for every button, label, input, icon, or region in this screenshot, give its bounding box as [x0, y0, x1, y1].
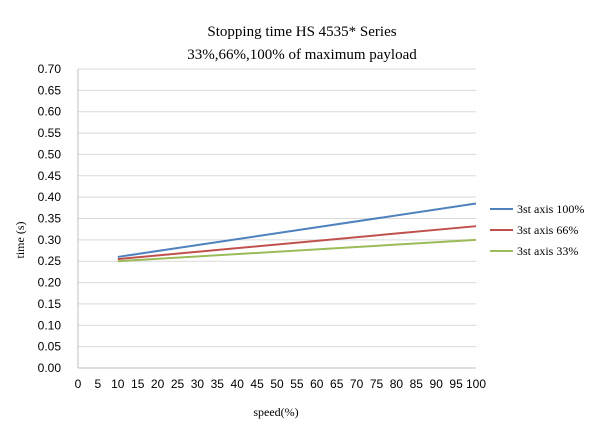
series-line-1 [117, 202, 477, 258]
grid-lines [78, 68, 476, 348]
x-tick-label: 30 [191, 377, 205, 391]
x-tick-label: 70 [350, 377, 364, 391]
x-tick-label: 40 [231, 377, 245, 391]
x-tick-label: 10 [111, 377, 125, 391]
x-tick-label: 50 [270, 377, 284, 391]
axes [77, 69, 476, 369]
series-lines [117, 202, 477, 263]
y-tick-label: 0.35 [38, 212, 62, 226]
series-line-3 [117, 238, 477, 263]
x-tick-label: 45 [250, 377, 264, 391]
y-tick-label: 0.25 [38, 254, 62, 268]
y-tick-label: 0.45 [38, 169, 62, 183]
y-tick-label: 0.15 [38, 297, 62, 311]
x-tick-label: 35 [211, 377, 225, 391]
legend: 3st axis 100% 3st axis 66% 3st axis 33% [490, 202, 584, 258]
x-tick-label: 95 [449, 377, 463, 391]
y-tick-label: 0.55 [38, 126, 62, 140]
y-tick-label: 0.60 [38, 105, 62, 119]
x-tick-labels: 0 5 10 15 20 25 30 35 40 45 50 55 60 65 70 75 80 85 90 95 10… [75, 377, 487, 391]
series-line-2 [117, 225, 477, 261]
x-tick-label: 0 [75, 377, 82, 391]
x-tick-label: 80 [390, 377, 404, 391]
x-tick-label: 25 [171, 377, 185, 391]
x-tick-label: 15 [131, 377, 145, 391]
x-tick-label: 100 [466, 377, 486, 391]
legend-label: 3st axis 66% [517, 223, 578, 237]
x-tick-label: 20 [151, 377, 165, 391]
chart-subtitle: 33%,66%,100% of maximum payload [187, 47, 417, 63]
x-tick-label: 75 [370, 377, 384, 391]
y-tick-label: 0.10 [38, 318, 62, 332]
legend-label: 3st axis 100% [517, 202, 584, 216]
y-tick-label: 0.70 [38, 62, 62, 76]
y-tick-labels: 0.00 0.05 0.10 0.15 0.20 0.25 0.30 0.35 0.40 0.45… [38, 62, 62, 375]
y-tick-label: 0.50 [38, 147, 62, 161]
x-tick-label: 85 [410, 377, 424, 391]
y-tick-label: 0.00 [38, 361, 62, 375]
x-axis-label: speed(%) [253, 405, 298, 419]
x-tick-label: 60 [310, 377, 324, 391]
y-axis-label: time (s) [13, 222, 27, 259]
y-tick-label: 0.40 [38, 190, 62, 204]
chart-title: Stopping time HS 4535* Series [207, 24, 396, 40]
x-tick-label: 55 [290, 377, 304, 391]
y-tick-label: 0.30 [38, 233, 62, 247]
y-tick-label: 0.20 [38, 276, 62, 290]
y-tick-label: 0.05 [38, 340, 62, 354]
y-tick-label: 0.65 [38, 83, 62, 97]
legend-label: 3st axis 33% [517, 244, 578, 258]
x-tick-label: 90 [430, 377, 444, 391]
x-tick-label: 5 [95, 377, 102, 391]
x-tick-label: 65 [330, 377, 344, 391]
